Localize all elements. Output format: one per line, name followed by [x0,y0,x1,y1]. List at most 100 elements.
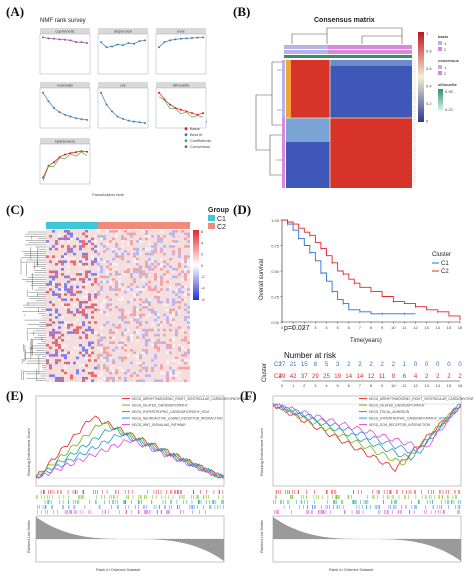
facet-point [158,46,160,49]
km-xtick: 5 [337,325,340,330]
legend-consensus-title: consensus [438,58,460,63]
gsea-legend-label: KEGG_NEUROACTIVE_LIGAND_RECEPTOR_INTERAC… [132,417,223,421]
km-xtick: 14 [436,325,441,330]
risk-c2-cell: 11 [379,374,386,380]
gsea-legend-label: KEGG_ARRHYTHMOGENIC_RIGHT_VENTRICULAR_CA… [369,397,474,401]
facet-point [116,115,119,118]
facet-point [53,37,55,40]
risk-xtick: 14 [436,383,441,388]
facet-point [64,113,66,116]
consensus-bar-1 [284,50,328,54]
facet-title: cophenetic [55,29,74,34]
risk-c1-cell: 0 [447,362,451,368]
facet-point [185,37,188,40]
gsea-curve [272,403,462,450]
km-xtick: 15 [447,325,452,330]
risk-c2-cell: 4 [414,374,418,380]
facet-point [100,41,102,44]
legend-consensus-1: 1 [444,65,447,70]
facet-point [144,121,146,124]
panel-label-a: (A) [6,4,25,19]
km-ytick: 0.00 [271,320,280,325]
facet-title: residuals [57,83,73,88]
group-bar-c2 [98,222,190,229]
facet-point [196,36,199,39]
legend-silhouette-high: 0.95 [445,89,454,94]
km-xtick: 10 [391,325,396,330]
panel-label-f: (F) [240,388,257,403]
nmf-xlabel: Factorization rank [92,192,124,197]
gsea-legend-label: KEGG_HYPERTROPHIC_CARDIOMYOPATHY_HCM [132,410,209,414]
risk-xtick: 6 [348,383,351,388]
facet-point [158,91,160,94]
risk-c2-cell: 29 [312,374,319,380]
facet-strip [156,82,206,88]
gsea-legend: KEGG_ARRHYTHMOGENIC_RIGHT_VENTRICULAR_CA… [122,397,252,427]
gsea-legend-label: KEGG_HYPERTROPHIC_CARDIOMYOPATHY_HCM [369,417,446,421]
risk-xtick: 2 [303,383,306,388]
facet-point [180,37,182,40]
panel-label-d: (D) [233,202,252,217]
gsea-plot-e: Running Enrichment Score Ranked List Met… [26,395,252,572]
facet-point [53,161,55,164]
facet-point [202,112,204,115]
facet-point [64,38,66,41]
gsea-f-ylabel-bottom: Ranked List Metric [259,520,264,553]
facet-point [47,100,50,103]
risk-c1-cell: 2 [369,362,373,368]
heat-scale-tick: -2 [201,274,205,279]
legend-basis-2: 2 [444,47,447,52]
risk-c1-cell: 2 [380,362,384,368]
risk-c2-cell: 14 [357,374,364,380]
legend-marker [184,133,188,137]
panel-f-gsea: Running Enrichment Score Ranked List Met… [237,388,474,578]
risk-c1-cell: 5 [325,362,329,368]
facet-point [122,44,124,47]
facet-title: rss [120,83,125,88]
facet-dispersion: dispersion [97,28,149,75]
km-curve-c1 [282,219,416,315]
facet-point [138,121,141,124]
km-xtick: 8 [370,325,373,330]
panel-label-b: (B) [233,4,251,19]
km-xtick: 4 [325,325,328,330]
risk-c2-cell: 9 [392,374,396,380]
risk-xtick: 11 [402,383,407,388]
legend-label: Best fit [190,132,203,137]
nmf-rank-survey-chart: NMF rank survey Factorization rank Measu… [39,18,211,197]
basis-bar-1 [284,45,328,49]
facet-point [105,103,108,106]
expression-heatmap: 6 4 2 0 -2 -4 -6 Group C1 C2 [20,207,229,382]
block-c1-c1 [286,60,330,118]
risk-xtick: 16 [458,383,463,388]
risk-xtick: 13 [424,383,429,388]
facet-point [69,39,72,42]
risk-c1-cell: 0 [414,362,418,368]
scale-tick: 0.2 [426,101,432,106]
gsea-curve [35,427,225,479]
gsea-f-ylabel-top: Running Enrichment Score [259,427,264,476]
scale-tick: 1 [426,31,429,36]
group-legend-c1: C1 [217,216,226,223]
risk-c2-cell: 37 [301,374,308,380]
consensus-matrix-chart: Consensus matrix [255,17,460,188]
heat-scale-tick: -6 [201,297,205,302]
km-xlabel: Time(years) [350,338,382,344]
gsea-curve [272,403,462,454]
legend-label: Coefficients [190,138,211,143]
facet-line-coef [42,151,88,182]
risk-xtick: 7 [359,383,362,388]
risk-xtick: 8 [370,383,373,388]
risk-c2-cell: 19 [334,374,341,380]
facet-point [138,40,141,43]
risk-c1-cell: 8 [314,362,318,368]
panel-b-consensus-matrix: Consensus matrix [232,0,474,200]
risk-xtick: 0 [281,383,284,388]
panel-e-gsea: Running Enrichment Score Ranked List Met… [0,388,252,578]
gsea-e-ylabel-top: Running Enrichment Score [26,427,31,476]
risk-c2-cell: 2 [458,374,462,380]
facet-point [75,41,77,44]
panel-d-survival: Overall survival Time(years) p=0.027 Clu… [232,200,474,388]
facet-rss: rss [97,82,149,129]
risk-c2-cell: 25 [323,374,330,380]
